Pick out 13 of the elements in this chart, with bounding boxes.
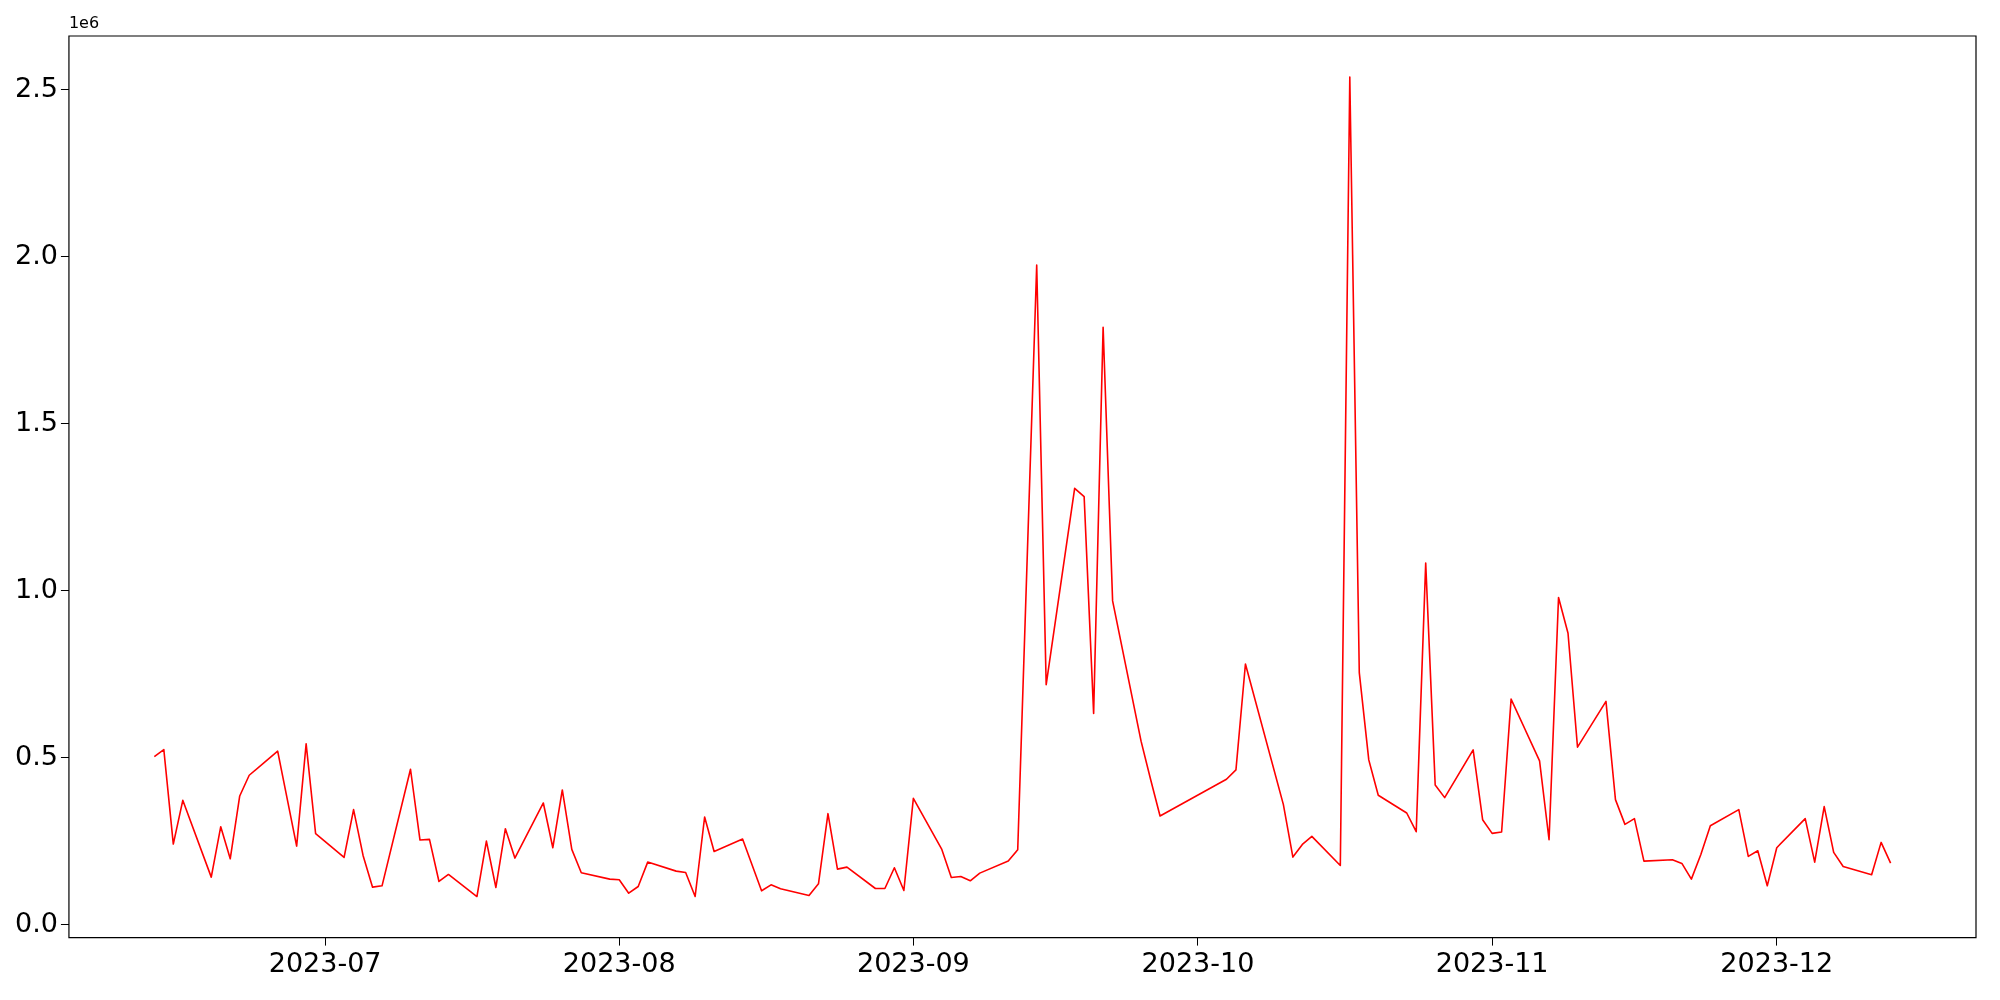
- y-tick-label: 0.0: [14, 906, 58, 938]
- y-tick-label: 2.5: [14, 71, 58, 103]
- x-tick-label: 2023-11: [1435, 946, 1549, 978]
- x-tick-label: 2023-10: [1141, 946, 1255, 978]
- y-tick-label: 0.5: [14, 739, 58, 771]
- y-tick-label: 2.0: [14, 238, 58, 270]
- x-tick-label: 2023-12: [1720, 946, 1834, 978]
- text: 1e6: [68, 13, 100, 33]
- y-tick-label: 1.5: [14, 405, 58, 437]
- x-tick-label: 2023-08: [562, 946, 676, 978]
- y-tick-label: 1.0: [14, 572, 58, 604]
- x-tick-label: 2023-07: [268, 946, 382, 978]
- x-tick-label: 2023-09: [856, 946, 970, 978]
